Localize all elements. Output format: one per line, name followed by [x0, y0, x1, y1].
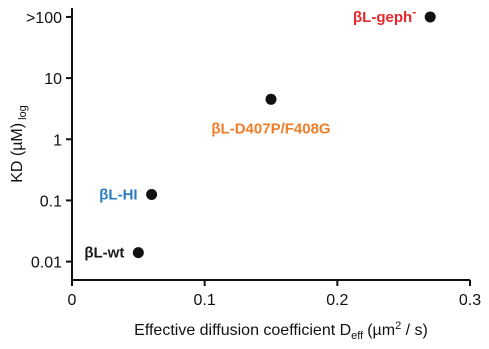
x-axis-title-units-end: / s)	[401, 322, 428, 339]
x-axis-title-units-superscript: 2	[395, 320, 401, 332]
x-tick-label: 0.3	[459, 292, 481, 309]
data-point	[146, 188, 158, 200]
y-axis-title: KD (µM) log	[9, 105, 29, 183]
data-point	[265, 93, 277, 105]
y-axis-ticks: 0.01 0.1 1 10 >100	[26, 10, 72, 272]
y-tick-label: 0.01	[31, 255, 62, 272]
x-tick-label: 0.2	[326, 292, 348, 309]
point-label: βL-geph-	[353, 5, 416, 26]
y-tick-label: 1	[53, 132, 62, 149]
data-points	[132, 11, 436, 259]
point-labels: βL-geph-βL-D407P/F408G βL-HI βL-wt	[84, 5, 416, 262]
x-tick-label: 0	[68, 292, 77, 309]
x-axis-title-units: (µm	[367, 322, 395, 339]
x-axis-title: Effective diffusion coefficient Deff (µm2…	[134, 320, 428, 342]
data-point	[132, 247, 144, 259]
y-tick-label: 0.1	[40, 193, 62, 210]
point-label: βL-D407P/F408G	[211, 120, 330, 137]
y-axis-title-main: KD (µM)	[9, 123, 26, 183]
point-label: βL-HI	[99, 186, 137, 203]
data-point	[424, 11, 436, 23]
point-label: βL-wt	[84, 245, 124, 262]
x-axis-ticks: 0 0.1 0.2 0.3	[68, 280, 481, 309]
axes	[71, 8, 470, 281]
y-axis-title-subscript: log	[17, 105, 29, 120]
y-tick-label: >100	[26, 10, 62, 27]
x-axis-title-main: Effective diffusion coefficient D	[134, 322, 351, 339]
x-axis-title-subscript: eff	[351, 330, 364, 342]
x-tick-label: 0.1	[194, 292, 216, 309]
y-tick-label: 10	[44, 71, 62, 88]
